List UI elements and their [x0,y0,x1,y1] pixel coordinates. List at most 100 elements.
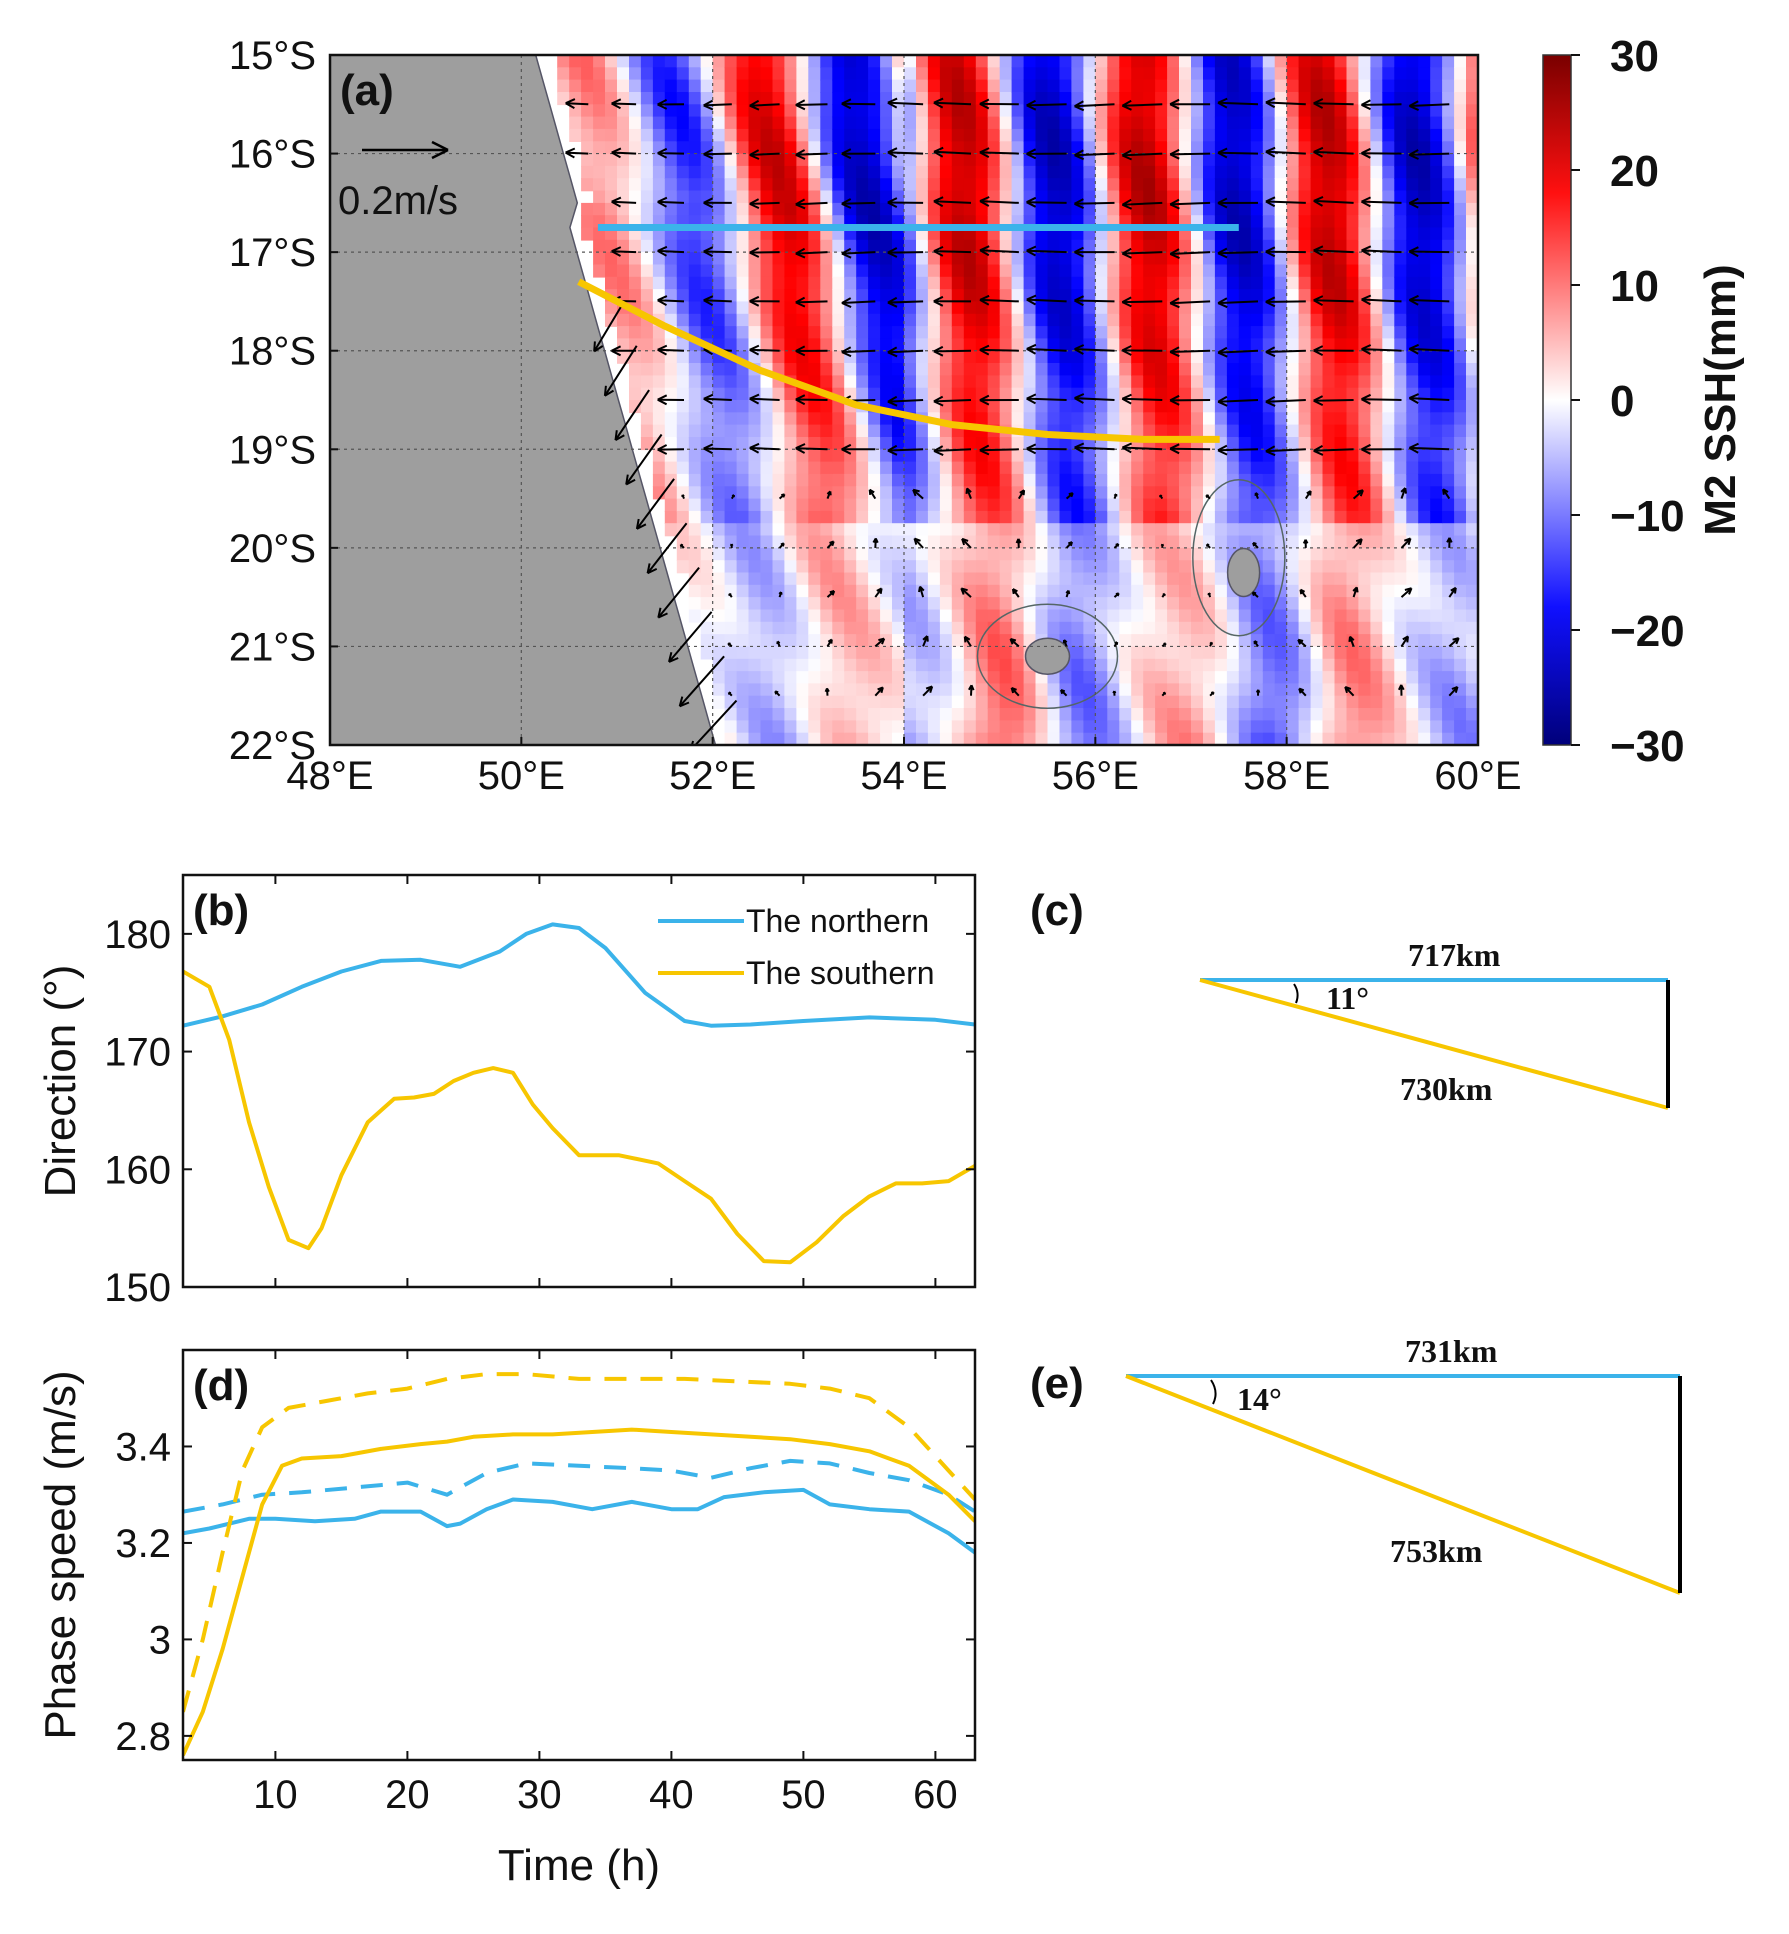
ssh-cell [1035,79,1049,93]
ssh-cell [975,202,989,216]
ssh-cell [640,350,654,364]
ssh-cell [808,473,822,487]
ssh-cell [1334,153,1348,167]
ssh-cell [688,178,702,192]
mauritius-island [1226,547,1261,598]
ssh-cell [1370,609,1384,623]
ssh-cell [1238,338,1252,352]
ssh-cell [1274,67,1288,81]
ssh-cell [1191,289,1204,303]
current-arrowhead [1361,99,1371,111]
ssh-cell [1250,264,1264,278]
ssh-cell [1155,683,1168,697]
current-arrowhead [1265,97,1276,109]
ssh-cell [1298,720,1312,734]
ssh-cell [1059,116,1073,130]
current-arrow [1170,201,1211,206]
ssh-cell [1274,646,1288,660]
ssh-cell [1095,190,1109,204]
ssh-cell [844,313,857,327]
ssh-cell [1298,338,1312,352]
ssh-cell [1442,473,1455,487]
ssh-cell [1274,412,1288,426]
ssh-cell [1310,572,1324,586]
ssh-cell [712,658,726,672]
ssh-cell [975,116,989,130]
ssh-cell [1454,547,1467,561]
ssh-cell [832,473,846,487]
ssh-cell [1071,535,1085,549]
ssh-cell [844,67,857,81]
ssh-cell [1035,67,1049,81]
ssh-cell [748,671,762,685]
ssh-cell [1035,437,1049,451]
ssh-cell [951,264,965,278]
ssh-cell [892,584,905,598]
ssh-cell [1418,264,1431,278]
ssh-cell [1442,560,1455,574]
ssh-cell [1191,412,1204,426]
ssh-cell [1346,215,1360,229]
ssh-cell [1418,363,1431,377]
ssh-cell [1322,350,1336,364]
ssh-cell [1095,128,1109,142]
ssh-cell [1095,141,1109,155]
ssh-cell [1131,498,1144,512]
ssh-cell [1334,572,1348,586]
ssh-cell [712,301,726,315]
ssh-cell [1406,658,1420,672]
ssh-cell [1430,276,1443,290]
ssh-cell [1143,658,1156,672]
ssh-cell [736,523,750,537]
ssh-cell [1358,461,1372,475]
ssh-cell [868,67,881,81]
ssh-cell [1382,732,1396,745]
legend-northern: The northern [746,903,929,939]
ssh-cell [1059,141,1073,155]
current-arrowhead [1062,639,1068,644]
ssh-cell [1047,338,1061,352]
ssh-cell [939,547,953,561]
ssh-cell [1454,584,1467,598]
current-arrow [841,201,876,205]
ssh-cell [1322,584,1336,598]
ssh-cell [1406,695,1420,709]
panel-label-b: (b) [193,886,249,935]
ssh-cell [1334,535,1348,549]
ssh-cell [1262,400,1276,414]
ssh-cell [832,510,846,524]
ssh-cell [1071,67,1085,81]
current-arrowhead [1011,588,1018,595]
ssh-cell [868,178,881,192]
ssh-cell [963,609,977,623]
ssh-cell [1167,646,1180,660]
ssh-cell [1370,732,1384,745]
ssh-cell [1226,178,1240,192]
ssh-cell [1322,141,1336,155]
ssh-cell [664,252,678,266]
ssh-cell [1334,449,1348,463]
ssh-cell [1454,375,1467,389]
ssh-cell [1203,239,1216,253]
ssh-cell [963,597,977,611]
ssh-cell [1047,363,1061,377]
ssh-cell [1107,560,1121,574]
ssh-cell [1358,252,1372,266]
ssh-cell [1071,634,1085,648]
ssh-cell [784,535,798,549]
ssh-cell [832,165,846,179]
ssh-cell [1214,634,1228,648]
ssh-cell [999,128,1013,142]
ssh-cell [1346,67,1360,81]
ssh-cell [1023,597,1037,611]
ssh-cell [1203,387,1216,401]
ssh-cell [700,289,714,303]
ssh-cell [1430,215,1443,229]
ssh-cell [760,289,774,303]
ssh-cell [1466,387,1478,401]
ssh-cell [1107,264,1121,278]
ssh-cell [1394,621,1408,635]
ssh-cell [784,178,798,192]
ssh-cell [772,338,786,352]
current-arrowhead [1408,393,1419,404]
